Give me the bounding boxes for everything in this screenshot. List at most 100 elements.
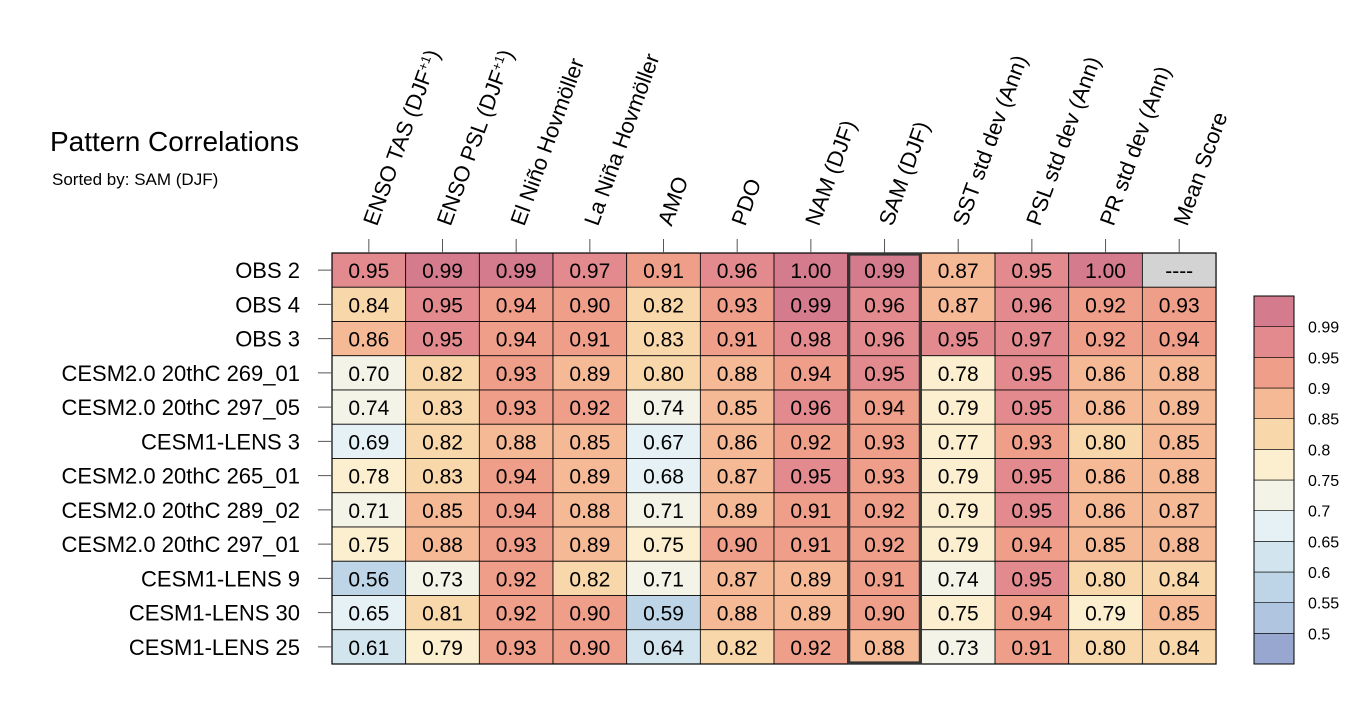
heatmap-cell [626, 526, 701, 562]
cell-value-label: 0.94 [496, 294, 537, 317]
cell-value-label: 0.75 [938, 603, 979, 626]
row-label: CESM1-LENS 25 [129, 635, 300, 660]
cell-value-label: 0.83 [643, 329, 684, 352]
cell-value-label: 0.95 [1011, 363, 1052, 386]
column-label: ENSO PSL (DJF+1) [432, 46, 519, 229]
cell-value-label: 0.96 [790, 397, 831, 420]
row-label: CESM2.0 20thC 289_02 [62, 498, 301, 523]
cell-value-label: 0.78 [348, 466, 389, 489]
cell-value-label: 0.79 [938, 466, 979, 489]
cell-value-label: 0.92 [496, 568, 537, 591]
heatmap-cell [405, 492, 480, 528]
heatmap-cell [847, 560, 922, 596]
cell-value-label: 0.93 [496, 534, 537, 557]
cell-value-label: 0.99 [422, 260, 463, 283]
cell-value-label: 0.99 [864, 260, 905, 283]
cell-value-label: 0.97 [569, 260, 610, 283]
colorbar-tick-label: 0.7 [1308, 504, 1330, 521]
cell-value-label: 0.84 [1159, 568, 1200, 591]
cell-value-label: 0.99 [496, 260, 537, 283]
cell-value-label: 0.84 [348, 294, 389, 317]
heatmap-cell [994, 286, 1070, 322]
cell-value-label: 0.91 [790, 534, 831, 557]
cell-value-label: 0.92 [569, 397, 610, 420]
cell-value-label: 0.96 [864, 329, 905, 352]
cell-value-label: 0.93 [496, 363, 537, 386]
heatmap-cell [405, 321, 480, 357]
cell-value-label: 0.88 [717, 603, 758, 626]
cell-value-label: 0.84 [1159, 637, 1200, 660]
column-label: El Niño Hovmöller [505, 55, 589, 229]
heatmap-cell [405, 560, 480, 596]
heatmap-cell [773, 286, 849, 322]
cell-value-label: 0.85 [1159, 431, 1200, 454]
heatmap-cell [847, 389, 922, 425]
heatmap-cell [1068, 526, 1143, 562]
cell-value-label: 0.92 [790, 637, 831, 660]
cell-value-label: 0.56 [348, 568, 389, 591]
heatmap-cell [331, 355, 407, 391]
cell-value-label: 0.93 [496, 397, 537, 420]
cell-value-label: 0.59 [643, 603, 684, 626]
cell-value-label: 0.93 [496, 637, 537, 660]
heatmap-cell [994, 355, 1070, 391]
heatmap-cell [699, 560, 775, 596]
colorbar-tick-label: 0.99 [1308, 320, 1339, 337]
heatmap-cell [920, 560, 996, 596]
heatmap-cell [847, 458, 922, 494]
heatmap-cell [1141, 526, 1217, 562]
heatmap-cell [405, 286, 480, 322]
heatmap-cell [994, 252, 1070, 288]
cell-value-label: 0.82 [422, 431, 463, 454]
column-label: PSL std dev (Ann) [1021, 53, 1105, 229]
cell-value-label: 0.85 [1159, 603, 1200, 626]
cell-value-label: 0.92 [790, 431, 831, 454]
row-label: CESM2.0 20thC 265_01 [62, 464, 301, 489]
cell-value-label: 0.95 [348, 260, 389, 283]
heatmap-cell [920, 629, 996, 665]
cell-value-label: 0.86 [717, 431, 758, 454]
cell-value-label: 0.94 [496, 500, 537, 523]
cell-value-label: 0.75 [348, 534, 389, 557]
colorbar-segment [1253, 633, 1295, 665]
cell-value-label: 0.95 [1011, 500, 1052, 523]
heatmap-cell [1141, 595, 1217, 631]
cell-value-label: 0.71 [643, 568, 684, 591]
cell-value-label: 0.89 [717, 500, 758, 523]
cell-value-label: 0.80 [643, 363, 684, 386]
heatmap-cell [478, 595, 554, 631]
colorbar-segment [1253, 357, 1295, 389]
heatmap-cell [994, 458, 1070, 494]
heatmap-cell [405, 458, 480, 494]
cell-value-label: 0.92 [864, 534, 905, 557]
heatmap-cell [478, 458, 554, 494]
cell-value-label: 0.69 [348, 431, 389, 454]
cell-value-label: 0.99 [790, 294, 831, 317]
cell-value-label: 0.91 [569, 329, 610, 352]
heatmap-cell [1141, 355, 1217, 391]
cell-value-label: 0.95 [1011, 466, 1052, 489]
cell-value-label: 0.77 [938, 431, 979, 454]
row-label: CESM1-LENS 3 [141, 429, 300, 454]
colorbar-segment [1253, 326, 1295, 358]
cell-value-label: 0.71 [348, 500, 389, 523]
heatmap-cell [552, 321, 628, 357]
colorbar-tick-label: 0.6 [1308, 565, 1330, 582]
row-label: CESM1-LENS 9 [141, 566, 300, 591]
colorbar-tick-label: 0.9 [1308, 381, 1330, 398]
cell-value-label: 0.95 [1011, 397, 1052, 420]
heatmap-cell [1141, 560, 1217, 596]
heatmap-cell [331, 560, 407, 596]
heatmap-cell [994, 560, 1070, 596]
heatmap-cell [552, 526, 628, 562]
cell-value-label: 0.95 [1011, 260, 1052, 283]
heatmap-cell [847, 492, 922, 528]
cell-value-label: 0.91 [790, 500, 831, 523]
colorbar-segment [1253, 602, 1295, 634]
column-label: PR std dev (Ann) [1095, 63, 1176, 229]
colorbar-segment [1253, 541, 1295, 573]
cell-value-label: 0.83 [422, 466, 463, 489]
heatmap-cell [552, 595, 628, 631]
heatmap-cell [331, 526, 407, 562]
